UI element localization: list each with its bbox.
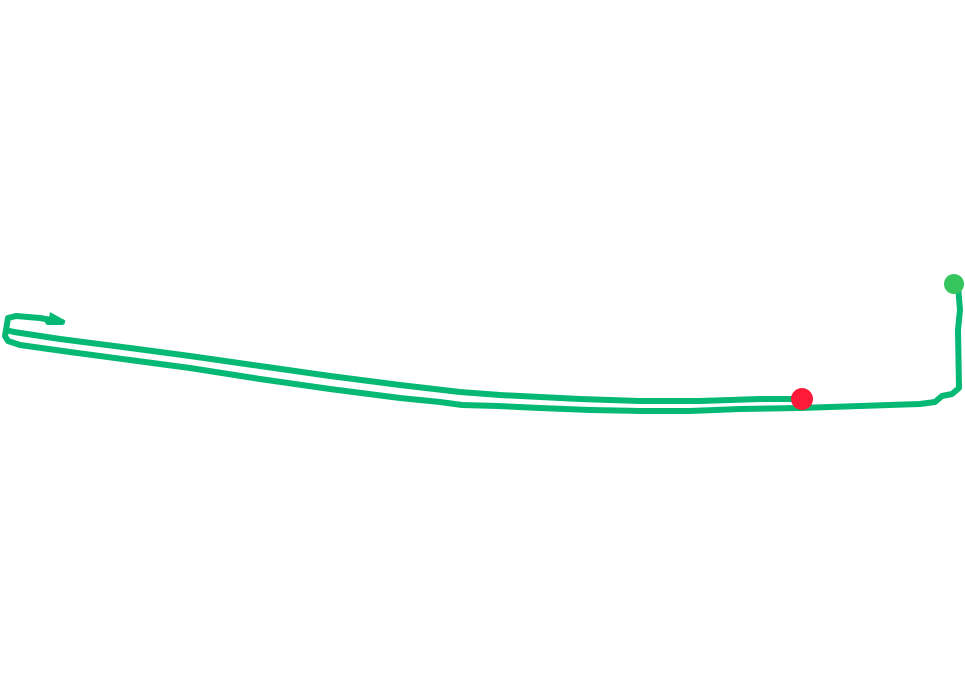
track-outbound: [2, 283, 963, 414]
direction-arrow: [48, 312, 66, 324]
route-track: [2, 283, 963, 414]
start-point-marker[interactable]: [944, 274, 964, 294]
end-point-marker[interactable]: [791, 388, 813, 410]
